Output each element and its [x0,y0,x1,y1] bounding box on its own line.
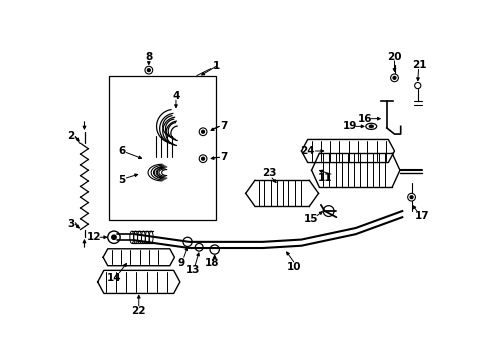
Text: 16: 16 [358,114,372,123]
Text: 15: 15 [303,214,318,224]
Text: 17: 17 [415,211,429,221]
Circle shape [201,157,205,160]
Text: 14: 14 [107,273,121,283]
Text: 7: 7 [220,152,228,162]
Bar [109,76,216,220]
Text: 4: 4 [172,91,180,100]
Text: 9: 9 [178,258,185,267]
Text: 1: 1 [213,61,220,71]
Circle shape [201,130,205,133]
Text: 12: 12 [87,232,101,242]
Text: 2: 2 [67,131,74,141]
Text: 19: 19 [343,121,357,131]
Text: 11: 11 [318,173,332,183]
Text: 5: 5 [118,175,125,185]
Text: 10: 10 [287,261,301,271]
Text: 21: 21 [412,60,427,70]
Text: 6: 6 [118,146,125,156]
Text: 22: 22 [131,306,146,316]
Text: 3: 3 [67,219,74,229]
Circle shape [410,195,413,199]
Text: 18: 18 [205,258,220,267]
Circle shape [112,235,116,239]
Text: 13: 13 [186,265,200,275]
Text: 20: 20 [387,52,402,62]
Text: 23: 23 [262,167,276,177]
Ellipse shape [369,125,373,128]
Circle shape [393,76,396,80]
Text: 24: 24 [300,146,315,156]
Text: 8: 8 [145,52,152,62]
Circle shape [147,69,150,72]
Text: 7: 7 [220,121,228,131]
